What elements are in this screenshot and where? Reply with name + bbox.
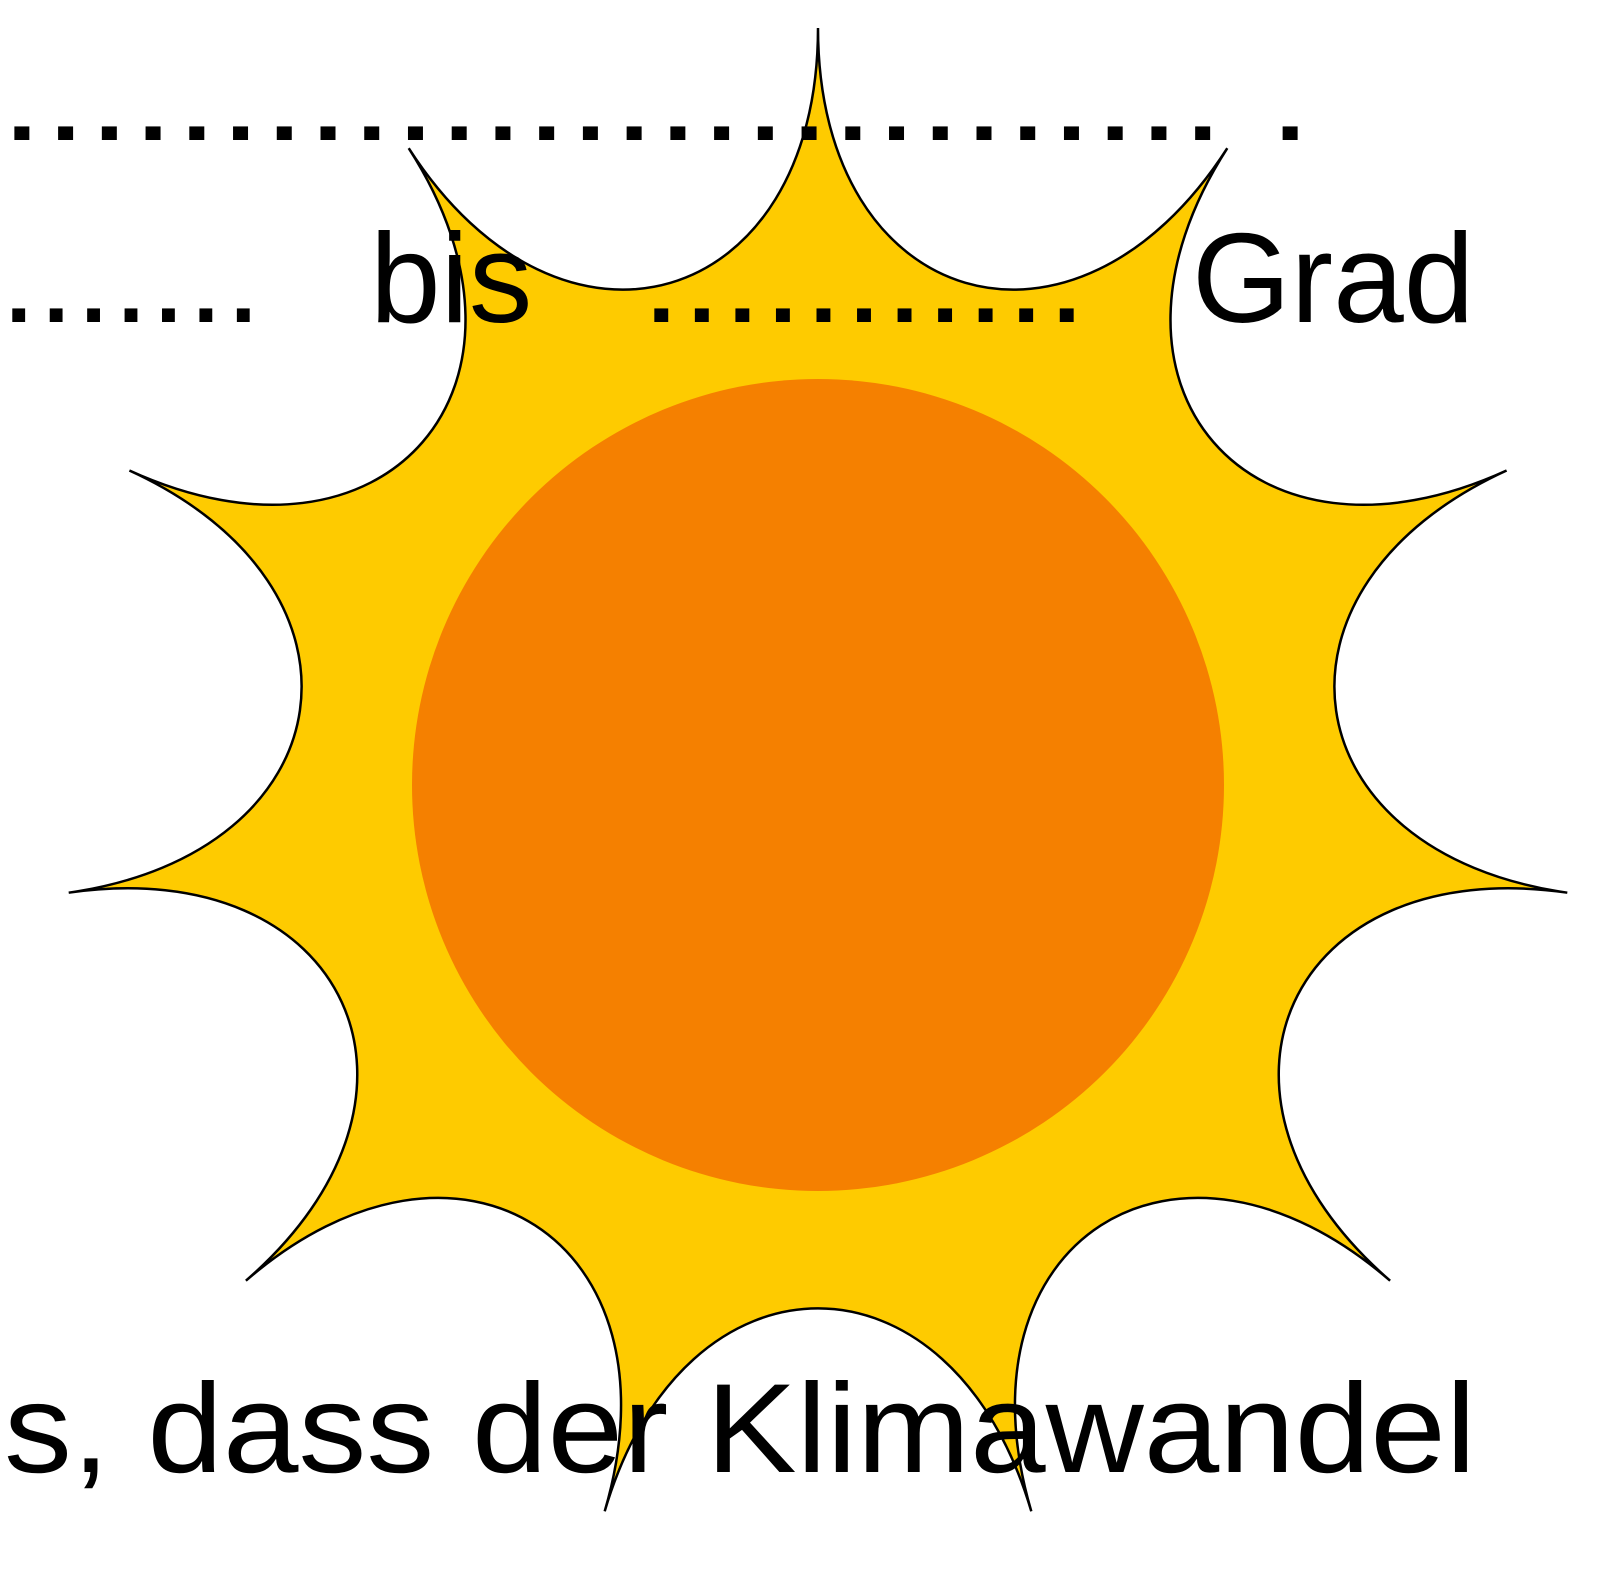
word: Grad bbox=[1192, 207, 1474, 349]
dotted-line: ............................ . bbox=[0, 25, 1312, 167]
sentence: s, dass der Klimawandel bbox=[4, 1357, 1476, 1499]
sun-core bbox=[412, 379, 1224, 1191]
sun-worksheet: ............................ . ....... b… bbox=[0, 0, 1597, 1577]
dotted-blank: ....... bbox=[0, 207, 262, 349]
word: bis bbox=[370, 207, 532, 349]
dotted-blank: ........... bbox=[641, 207, 1087, 349]
